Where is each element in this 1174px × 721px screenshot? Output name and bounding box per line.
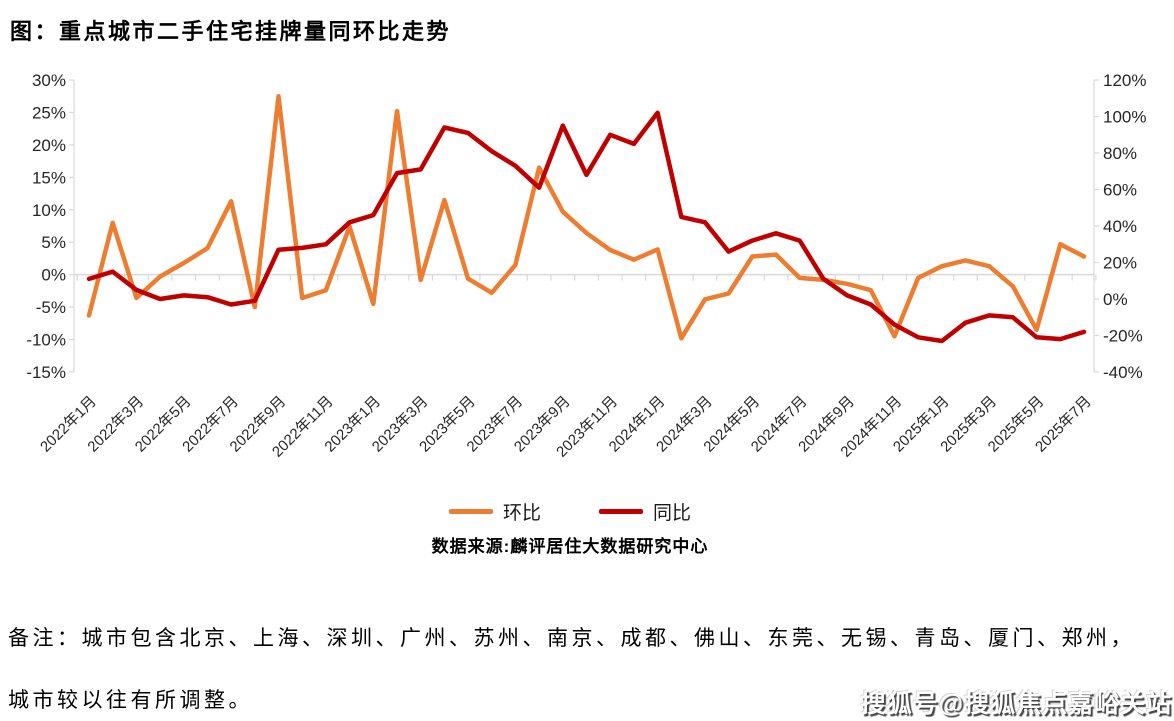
x-axis-labels: 2022年1月2022年3月2022年5月2022年7月2022年9月2022年… <box>37 393 1095 461</box>
right-axis-tick-label: -40% <box>1103 363 1143 382</box>
chart-title: 图：重点城市二手住宅挂牌量同环比走势 <box>10 19 452 44</box>
legend-item-mom: 环比 <box>448 498 541 525</box>
line-chart: 30% 25% 20% 15% 10% 5% 0% -5% -10% -15% 120% 100% 8… <box>26 71 1146 461</box>
right-axis-tick-label: 40% <box>1103 217 1137 236</box>
right-axis-tick-label: 20% <box>1103 254 1137 273</box>
mom-line-swatch <box>448 509 493 514</box>
mom-series-line <box>86 93 1087 341</box>
legend-item-yoy: 同比 <box>599 498 691 525</box>
left-axis-tick-label: 30% <box>32 71 66 90</box>
left-axis-tick-label: 25% <box>32 103 66 122</box>
right-axis-tick-label: 80% <box>1103 144 1137 163</box>
mom-legend-label: 环比 <box>502 503 541 524</box>
footnote-line-2: 城市较以往有所调整。 <box>8 688 253 712</box>
left-axis-tick-label: 20% <box>32 136 66 155</box>
right-axis-tick-label: 100% <box>1103 108 1146 127</box>
data-source: 数据来源:麟评居住大数据研究中心 <box>431 537 709 556</box>
left-axis-tick-label: -5% <box>36 298 66 317</box>
yoy-legend-label: 同比 <box>653 503 692 524</box>
chart-axes <box>69 79 1099 373</box>
chart-series <box>86 93 1087 344</box>
right-axis-tick-label: 60% <box>1103 181 1137 200</box>
left-axis-tick-label: 15% <box>32 168 66 187</box>
left-axis-tick-label: 0% <box>41 266 66 285</box>
left-axis-tick-label: -10% <box>26 331 66 350</box>
right-axis-labels: 120% 100% 80% 60% 40% 20% 0% -20% -40% <box>1103 71 1146 382</box>
footnote-line-1: 备注：城市包含北京、上海、深圳、广州、苏州、南京、成都、佛山、东莞、无锡、青岛、… <box>8 626 1135 650</box>
left-axis-tick-label: 5% <box>41 233 66 252</box>
left-axis-labels: 30% 25% 20% 15% 10% 5% 0% -5% -10% -15% <box>26 71 66 382</box>
left-axis-tick-label: 10% <box>32 201 66 220</box>
right-axis-tick-label: -20% <box>1103 327 1143 346</box>
right-axis-tick-label: 120% <box>1103 71 1146 90</box>
yoy-line-swatch <box>599 509 643 514</box>
left-axis-tick-label: -15% <box>26 363 66 382</box>
right-axis-tick-label: 0% <box>1103 290 1128 309</box>
watermark-text: 搜狐号@搜狐焦点嘉峪关站 <box>860 690 1172 718</box>
chart-legend: 环比 同比 <box>0 498 1140 525</box>
yoy-series-line <box>86 110 1087 344</box>
